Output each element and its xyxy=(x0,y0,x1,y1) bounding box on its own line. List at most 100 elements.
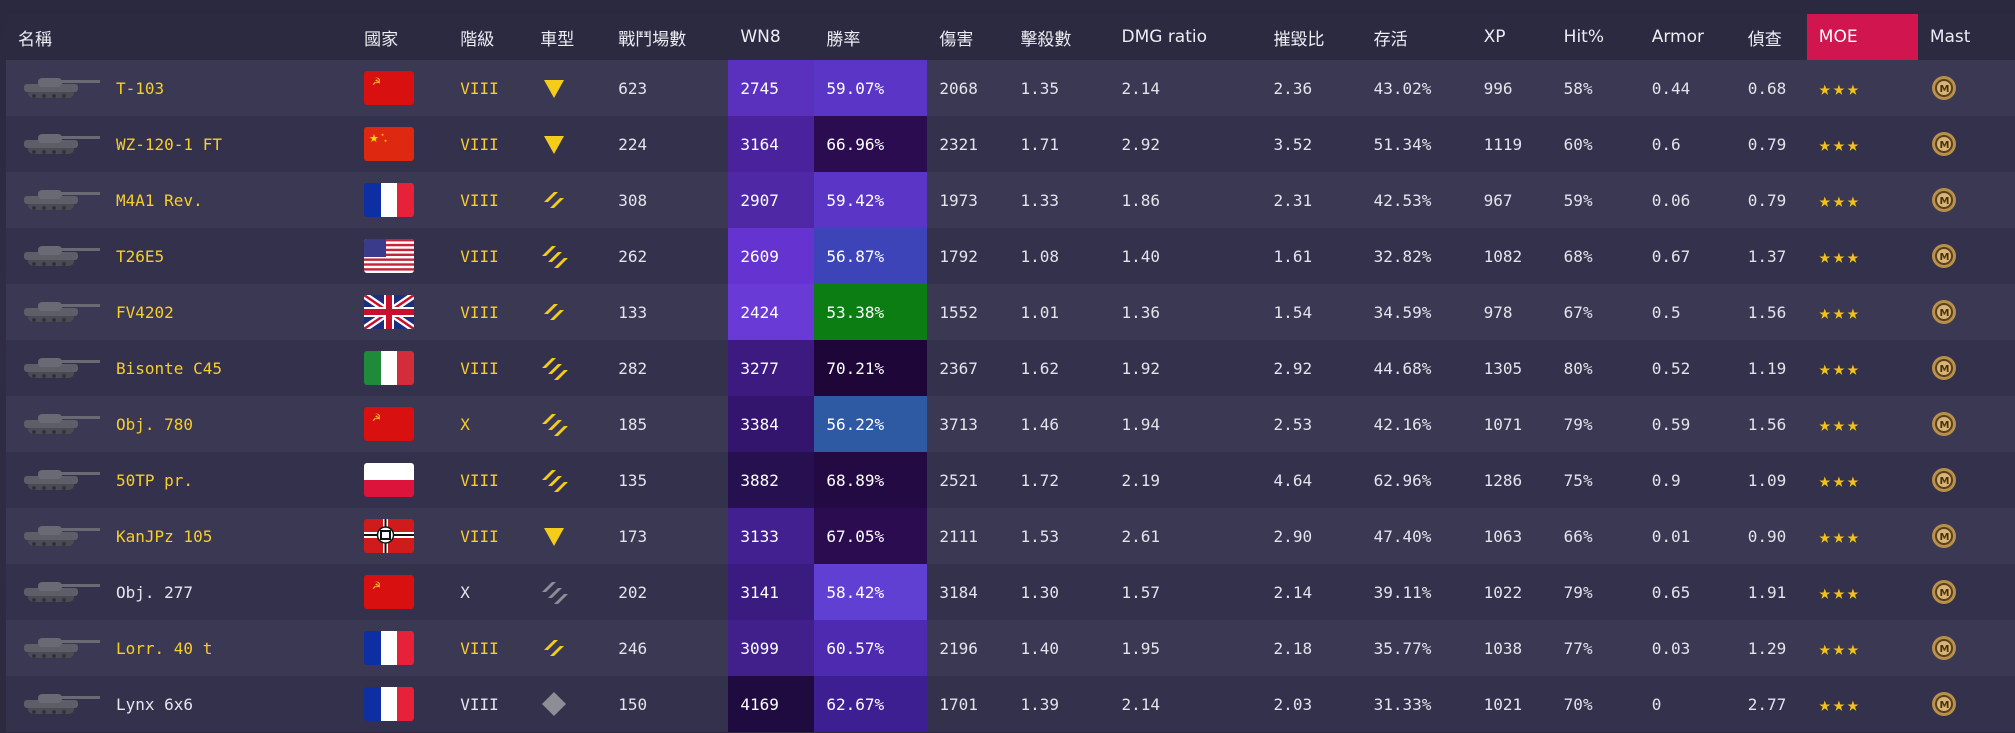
svg-text:M: M xyxy=(1939,252,1949,263)
spot-cell: 2.77 xyxy=(1735,676,1807,732)
col-hit-header[interactable]: Hit% xyxy=(1551,14,1640,60)
survival-cell: 35.77% xyxy=(1361,620,1472,676)
tank-name[interactable]: Lorr. 40 t xyxy=(116,638,213,658)
tier-cell: X xyxy=(448,564,529,620)
damage-cell: 1701 xyxy=(927,676,1009,732)
heavy-tank-class-icon xyxy=(542,358,569,380)
kd-cell: 2.14 xyxy=(1261,564,1362,620)
tank-name-cell[interactable]: T26E5 xyxy=(6,228,353,284)
table-row[interactable]: Obj. 780 ☭ X 185 3384 56.22% 3713 1.46 1.94 2.53 4… xyxy=(6,396,2015,452)
table-row[interactable]: Lorr. 40 t VIII 246 3099 60.57% 2196 1.40 1.95 2… xyxy=(6,620,2015,676)
table-row[interactable]: Obj. 277 ☭ X 202 3141 58.42% 3184 1.30 1.57 2.14 3… xyxy=(6,564,2015,620)
survival-cell: 42.16% xyxy=(1361,396,1472,452)
survival-cell: 62.96% xyxy=(1361,452,1472,508)
svg-text:M: M xyxy=(1939,308,1949,319)
class-cell xyxy=(528,284,607,340)
col-type-header[interactable]: 車型 xyxy=(528,14,607,60)
table-row[interactable]: FV4202 VIII 133 2424 53.38% 1552 1.01 1.36 1.54 3… xyxy=(6,284,2015,340)
heavy-tank-class-icon xyxy=(542,470,569,492)
dmg-ratio-cell: 1.92 xyxy=(1109,340,1262,396)
col-damage-header[interactable]: 傷害 xyxy=(927,14,1009,60)
col-kills-header[interactable]: 擊殺數 xyxy=(1008,14,1110,60)
table-row[interactable]: 50TP pr. VIII 135 3882 68.89% 2521 1.72 2.19 4.6… xyxy=(6,452,2015,508)
col-dmg-ratio-header[interactable]: DMG ratio xyxy=(1109,14,1262,60)
tank-name[interactable]: T26E5 xyxy=(116,246,165,266)
table-row[interactable]: T26E5 VIII 262 2609 56.87% 1792 1.08 1.40 1.61 32… xyxy=(6,228,2015,284)
moe-stars: ★★★ xyxy=(1818,300,1861,324)
winrate-cell: 53.38% xyxy=(814,284,928,340)
class-cell xyxy=(528,452,607,508)
table-row[interactable]: WZ-120-1 FT ★ ★ ★ VIII 224 3164 66.96% 2321 1.71 2… xyxy=(6,116,2015,172)
hit-cell: 66% xyxy=(1551,508,1640,564)
mastery-badge-icon: M xyxy=(1931,636,1956,660)
col-mast-header[interactable]: Mast xyxy=(1917,14,2015,60)
tank-name[interactable]: T-103 xyxy=(116,78,165,98)
battles-cell: 224 xyxy=(606,116,729,172)
tank-name[interactable]: FV4202 xyxy=(116,302,174,322)
col-battles-header[interactable]: 戰鬥場數 xyxy=(606,14,729,60)
stats-table-container: 名稱 國家 階級 車型 戰鬥場數 WN8 勝率 傷害 擊殺數 DMG ratio… xyxy=(6,14,2015,732)
col-xp-header[interactable]: XP xyxy=(1471,14,1552,60)
tier-cell: VIII xyxy=(448,676,529,732)
tank-name[interactable]: Lynx 6x6 xyxy=(116,694,194,714)
tank-name-cell[interactable]: Bisonte C45 xyxy=(6,340,353,396)
tank-name-cell[interactable]: Lynx 6x6 xyxy=(6,676,353,732)
tank-name[interactable]: 50TP pr. xyxy=(116,470,194,490)
tank-icon xyxy=(24,526,100,546)
tier-cell: VIII xyxy=(448,116,529,172)
moe-stars: ★★★ xyxy=(1818,188,1861,212)
class-cell xyxy=(528,396,607,452)
tank-name[interactable]: WZ-120-1 FT xyxy=(116,134,222,154)
damage-cell: 2321 xyxy=(927,116,1009,172)
tank-name-cell[interactable]: Obj. 780 xyxy=(6,396,353,452)
col-spot-header[interactable]: 偵查 xyxy=(1735,14,1807,60)
table-row[interactable]: Lynx 6x6 VIII 150 4169 62.67% 1701 1.39 2.14 2.0… xyxy=(6,676,2015,732)
col-kd-header[interactable]: 摧毀比 xyxy=(1261,14,1362,60)
col-name-header[interactable]: 名稱 xyxy=(6,14,353,60)
class-cell xyxy=(528,228,607,284)
col-moe-header[interactable]: MOE xyxy=(1806,14,1918,60)
tier-cell: VIII xyxy=(448,60,529,116)
table-row[interactable]: Bisonte C45 VIII 282 3277 70.21% 2367 1.62 1.92… xyxy=(6,340,2015,396)
mastery-badge-icon: M xyxy=(1931,188,1956,212)
table-row[interactable]: T-103 ☭ VIII 623 2745 59.07% 2068 1.35 2.14 2.36 4… xyxy=(6,60,2015,116)
table-row[interactable]: M4A1 Rev. VIII 308 2907 59.42% 1973 1.33 1.86 2.… xyxy=(6,172,2015,228)
tank-name[interactable]: KanJPz 105 xyxy=(116,526,213,546)
heavy-tank-class-icon xyxy=(542,246,569,268)
usa-flag-icon xyxy=(364,239,415,273)
tank-name[interactable]: Obj. 780 xyxy=(116,414,194,434)
damage-cell: 3713 xyxy=(927,396,1009,452)
tank-name-cell[interactable]: Obj. 277 xyxy=(6,564,353,620)
col-tier-header[interactable]: 階級 xyxy=(448,14,529,60)
col-armor-header[interactable]: Armor xyxy=(1639,14,1736,60)
tank-name-cell[interactable]: Lorr. 40 t xyxy=(6,620,353,676)
winrate-cell: 62.67% xyxy=(814,676,928,732)
xp-cell: 1021 xyxy=(1471,676,1552,732)
svg-text:☭: ☭ xyxy=(372,581,381,592)
tank-icon xyxy=(24,302,100,322)
tank-name-cell[interactable]: 50TP pr. xyxy=(6,452,353,508)
tank-name-cell[interactable]: FV4202 xyxy=(6,284,353,340)
tank-destroyer-class-icon xyxy=(544,136,565,154)
tier-cell: VIII xyxy=(448,284,529,340)
tank-name-cell[interactable]: WZ-120-1 FT xyxy=(6,116,353,172)
col-wn8-header[interactable]: WN8 xyxy=(728,14,815,60)
mastery-badge-icon: M xyxy=(1931,76,1956,100)
mastery-cell: M xyxy=(1917,620,2015,676)
tank-name[interactable]: M4A1 Rev. xyxy=(116,190,203,210)
armor-cell: 0.52 xyxy=(1639,340,1736,396)
tank-name-cell[interactable]: T-103 xyxy=(6,60,353,116)
xp-cell: 1071 xyxy=(1471,396,1552,452)
col-survival-header[interactable]: 存活 xyxy=(1361,14,1472,60)
table-row[interactable]: KanJPz 105 VIII 173 3133 67.05% 2111 1.53 2.61 2… xyxy=(6,508,2015,564)
tank-name[interactable]: Obj. 277 xyxy=(116,582,194,602)
spot-cell: 0.79 xyxy=(1735,172,1807,228)
dmg-ratio-cell: 2.92 xyxy=(1109,116,1262,172)
armor-cell: 0.59 xyxy=(1639,396,1736,452)
col-winrate-header[interactable]: 勝率 xyxy=(814,14,928,60)
col-nation-header[interactable]: 國家 xyxy=(352,14,449,60)
tank-name[interactable]: Bisonte C45 xyxy=(116,358,222,378)
tank-name-cell[interactable]: M4A1 Rev. xyxy=(6,172,353,228)
kd-cell: 2.36 xyxy=(1261,60,1362,116)
tank-name-cell[interactable]: KanJPz 105 xyxy=(6,508,353,564)
